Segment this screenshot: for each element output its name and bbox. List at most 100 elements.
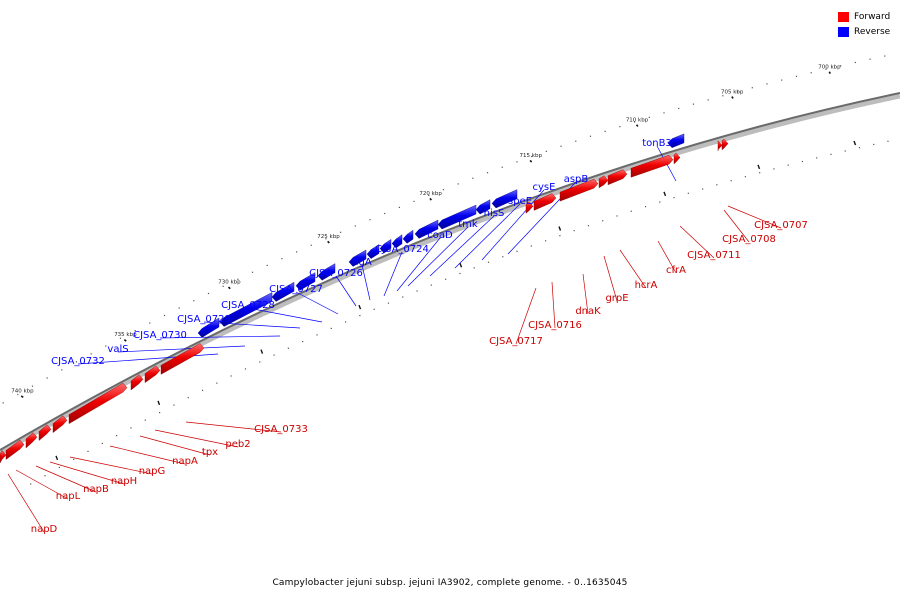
forward-gene[interactable] [130,374,144,391]
kbp-tick [20,395,24,399]
forward-gene[interactable] [630,154,674,178]
reverse-gene-label[interactable]: hisS [484,208,505,219]
reverse-gene[interactable] [379,239,392,254]
forward-gene-label[interactable]: CJSA_0716 [528,320,582,331]
scale-dot-lower [501,166,503,168]
reverse-gene-label[interactable]: CJSA_0729 [177,314,231,325]
reverse-gene[interactable] [219,292,273,327]
reverse-gene-label[interactable]: tmk [458,219,478,230]
reverse-gene-label-leader [335,275,357,307]
scale-dot-upper [873,143,875,146]
forward-gene-label[interactable]: napA [172,456,198,467]
scale-dot-lower [810,72,812,74]
forward-gene[interactable] [144,365,161,384]
forward-gene[interactable] [160,343,205,375]
forward-gene[interactable] [533,193,557,211]
reverse-gene[interactable] [437,204,477,230]
reverse-gene[interactable] [317,263,336,281]
kbp-tick [529,159,533,163]
scale-dot-lower [340,231,342,233]
reverse-gene[interactable] [295,272,316,291]
reverse-gene-label[interactable]: CJSA_0724 [375,244,429,255]
forward-gene-label-leader [7,473,45,533]
forward-gene[interactable] [717,140,723,151]
forward-gene-label[interactable]: grpE [605,293,628,304]
forward-gene-label[interactable]: CJSA_0708 [722,234,776,245]
forward-gene[interactable] [68,382,128,425]
forward-gene-label-leader [139,435,211,456]
scale-dot-upper [702,188,704,190]
reverse-gene-label[interactable]: cysE [533,182,556,193]
scale-dot-upper [359,314,361,317]
forward-gene-label[interactable]: napL [56,491,81,502]
forward-gene-label-leader [679,225,715,259]
forward-gene-label[interactable]: napH [111,476,137,487]
reverse-gene[interactable] [197,317,220,338]
reverse-gene[interactable] [348,249,367,267]
forward-gene[interactable] [598,175,609,189]
forward-gene[interactable] [52,415,68,434]
scale-dot-lower [575,140,577,142]
reverse-gene[interactable] [402,229,414,244]
minor-tick [663,191,667,197]
forward-gene-label-leader [49,461,125,485]
reverse-gene[interactable] [271,281,295,302]
scale-dot-lower [207,292,210,295]
forward-gene-label[interactable]: dnaK [575,306,601,317]
reverse-gene[interactable] [475,199,491,215]
scale-dot-upper [744,176,747,178]
scale-dot-lower [604,130,606,133]
reverse-gene-label[interactable]: CJSA_0728 [221,300,275,311]
scale-dot-lower [736,91,739,93]
scale-dot-lower [46,377,48,379]
scale-dot-lower [384,212,386,215]
scale-dot-lower [766,83,768,85]
forward-gene[interactable] [525,201,534,214]
forward-gene[interactable] [38,424,52,441]
reverse-gene-label[interactable]: CJSA_0726 [309,268,363,279]
reverse-gene-label[interactable]: CJSA_0732 [51,356,105,367]
scale-dot-upper [516,250,518,252]
forward-gene[interactable] [721,138,729,151]
forward-gene-label[interactable]: tpx [202,447,218,458]
reverse-gene[interactable] [391,234,403,249]
scale-dot-lower [751,87,753,89]
scale-dot-upper [230,375,232,377]
reverse-gene[interactable] [366,244,380,259]
reverse-gene-label[interactable]: speE [508,196,532,207]
forward-gene-label[interactable]: hcrA [635,280,658,291]
forward-gene-label[interactable]: CJSA_0733 [254,424,308,435]
reverse-gene-label[interactable]: CJSA_0730 [133,330,187,341]
forward-gene-label[interactable]: peb2 [225,439,250,450]
reverse-gene-label[interactable]: flgA [352,257,372,268]
reverse-gene[interactable] [491,189,518,209]
reverse-gene[interactable] [667,133,685,148]
forward-gene-label[interactable]: cfrA [666,265,686,276]
forward-gene[interactable] [0,450,7,464]
forward-gene[interactable] [559,178,599,202]
forward-gene-label[interactable]: CJSA_0717 [489,336,543,347]
reverse-gene-label-leader [481,189,545,261]
forward-gene[interactable] [673,152,681,165]
forward-gene-label[interactable]: CJSA_0707 [754,220,808,231]
forward-gene[interactable] [25,432,38,449]
scale-dot-upper [373,308,375,310]
reverse-gene-label[interactable]: valS [107,344,128,355]
forward-gene[interactable] [607,169,628,186]
forward-gene[interactable] [5,439,25,460]
forward-gene-label[interactable]: CJSA_0711 [687,250,741,261]
reverse-gene-label[interactable]: CJSA_0727 [269,284,323,295]
forward-gene-label[interactable]: napG [139,466,166,477]
scale-dot-lower [281,258,283,260]
forward-gene-label[interactable]: napD [31,524,58,535]
reverse-gene[interactable] [414,219,439,239]
forward-gene-label-leader [551,281,556,329]
reverse-gene-label[interactable]: aspB [564,174,589,185]
forward-gene-label[interactable]: napB [83,484,109,495]
scale-dot-lower [149,322,151,324]
kbp-tick-label: 730 kbp [218,280,241,286]
scale-dot-lower [61,369,63,371]
scale-dot-upper [44,475,46,477]
reverse-gene-label[interactable]: coaD [427,230,453,241]
reverse-gene-label[interactable]: tonB3 [642,138,672,149]
